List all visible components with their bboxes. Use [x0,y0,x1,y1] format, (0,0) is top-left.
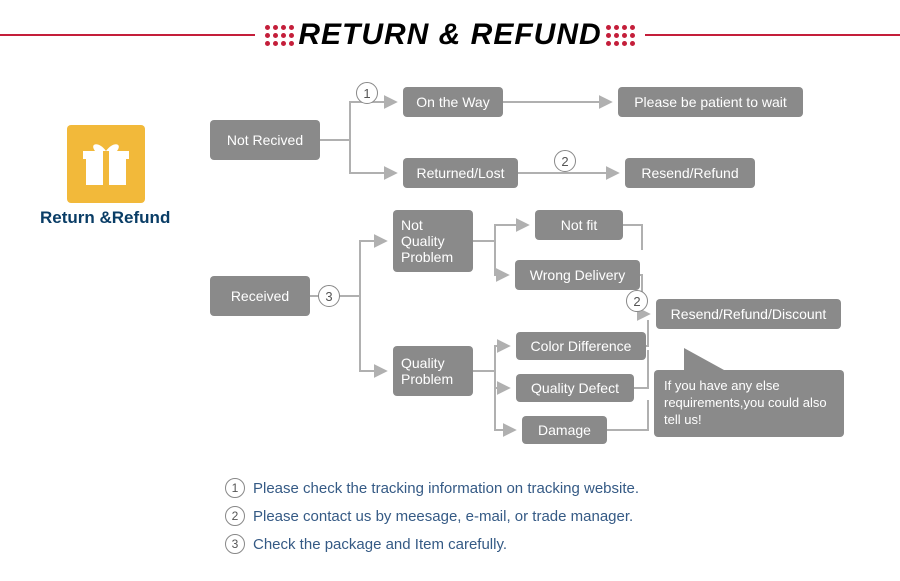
footnote-badge: 1 [225,478,245,498]
footnote-badge: 3 [225,534,245,554]
footnote-badge: 2 [225,506,245,526]
footnote-text: Please contact us by meesage, e-mail, or… [253,508,633,525]
node-patient: Please be patient to wait [618,87,803,117]
footnote-row: 1 Please check the tracking information o… [225,478,639,498]
node-rrd: Resend/Refund/Discount [656,299,841,329]
dots-right-icon [606,25,635,46]
node-resend-refund: Resend/Refund [625,158,755,188]
header: RETURN & REFUND [0,15,900,55]
callout-text: If you have any else requirements,you co… [664,378,827,427]
header-line-left [0,34,255,36]
footnote-text: Please check the tracking information on… [253,480,639,497]
node-on-the-way: On the Way [403,87,503,117]
node-not-fit: Not fit [535,210,623,240]
node-not-received: Not Recived [210,120,320,160]
footnote-row: 3 Check the package and Item carefully. [225,534,639,554]
badge-b4: 2 [626,290,648,312]
node-quality-defect: Quality Defect [516,374,634,402]
badge-b2: 2 [554,150,576,172]
gift-icon [67,125,145,203]
header-line-right [645,34,900,36]
node-wrong-delivery: Wrong Delivery [515,260,640,290]
node-returned-lost: Returned/Lost [403,158,518,188]
title-text: RETURN & REFUND [298,18,601,52]
page-title: RETURN & REFUND [255,18,644,52]
footnote-text: Check the package and Item carefully. [253,536,507,553]
dots-left-icon [265,25,294,46]
node-quality: Quality Problem [393,346,473,396]
callout-note: If you have any else requirements,you co… [654,370,844,437]
node-color-diff: Color Difference [516,332,646,360]
footnotes: 1 Please check the tracking information o… [225,478,639,562]
badge-b3: 3 [318,285,340,307]
icon-label: Return &Refund [40,208,170,228]
badge-b1: 1 [356,82,378,104]
node-damage: Damage [522,416,607,444]
node-not-quality: Not Quality Problem [393,210,473,272]
node-received: Received [210,276,310,316]
footnote-row: 2 Please contact us by meesage, e-mail, o… [225,506,639,526]
